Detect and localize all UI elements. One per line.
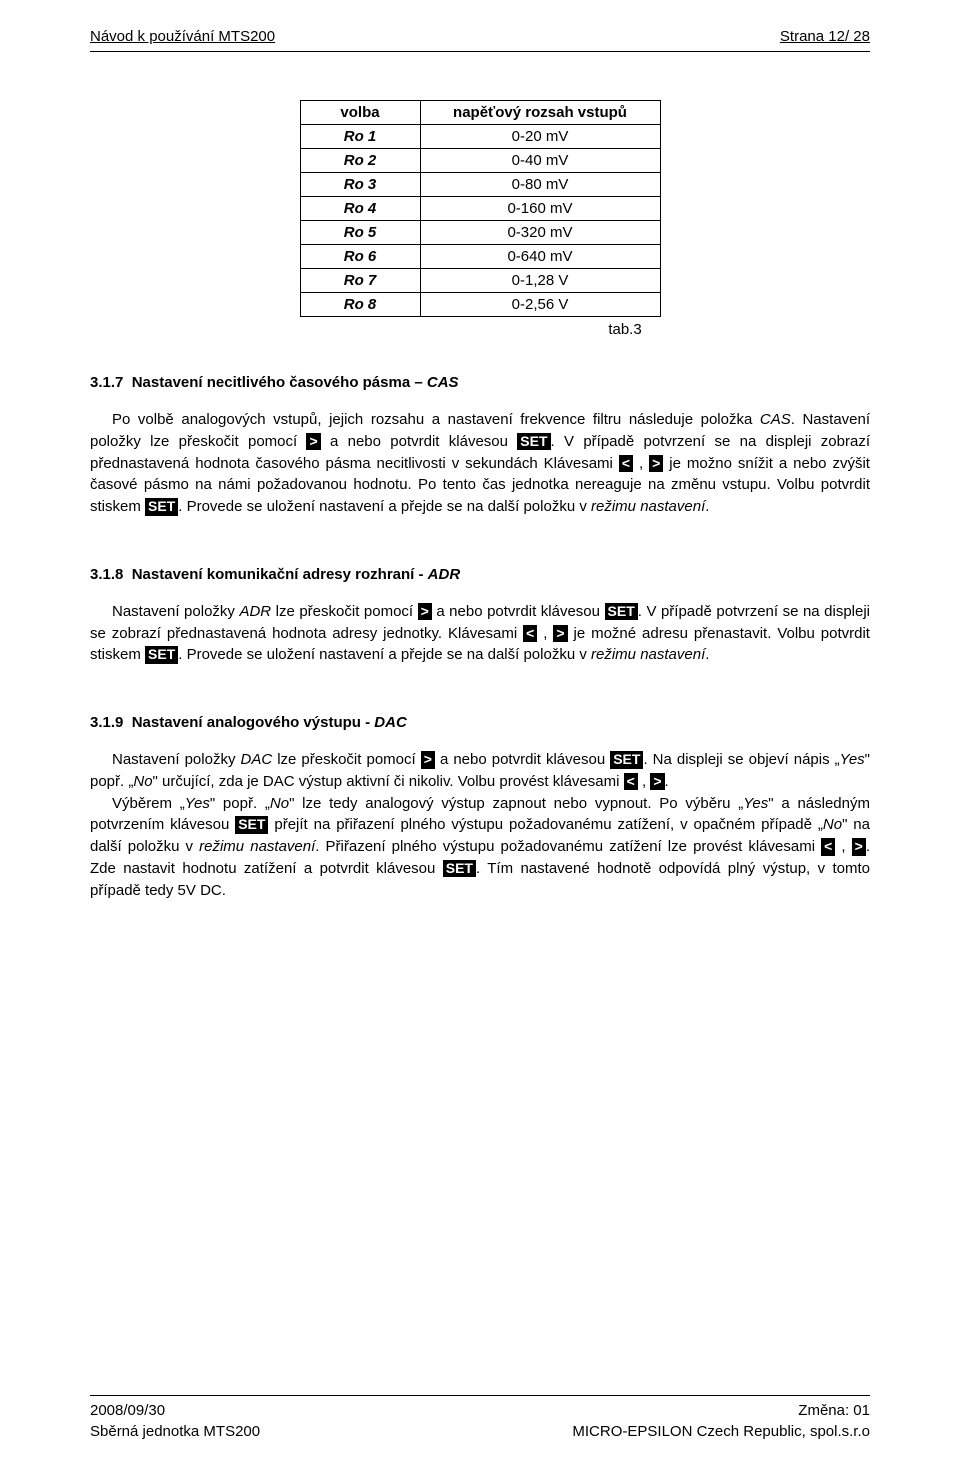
section-318-body: Nastavení položky ADR lze přeskočit pomo…	[90, 601, 870, 666]
table-row: Ro 80-2,56 V	[300, 293, 660, 317]
header-rule	[90, 51, 870, 52]
key-gt: >	[418, 603, 432, 621]
table-row: Ro 50-320 mV	[300, 221, 660, 245]
key-gt: >	[649, 455, 663, 473]
key-gt: >	[421, 751, 435, 769]
table-col2-header: napěťový rozsah vstupů	[420, 101, 660, 125]
table-row: Ro 60-640 mV	[300, 245, 660, 269]
table-cell-range: 0-20 mV	[420, 125, 660, 149]
footer-company: MICRO-EPSILON Czech Republic, spol.s.r.o	[572, 1421, 870, 1442]
key-lt: <	[821, 838, 835, 856]
page-footer: 2008/09/30 Změna: 01 Sběrná jednotka MTS…	[90, 1395, 870, 1442]
header-left: Návod k používání MTS200	[90, 28, 275, 45]
footer-change: Změna: 01	[798, 1400, 870, 1421]
table-row: Ro 10-20 mV	[300, 125, 660, 149]
key-set: SET	[605, 603, 638, 621]
key-set: SET	[610, 751, 643, 769]
footer-rule	[90, 1395, 870, 1396]
table-cell-range: 0-40 mV	[420, 149, 660, 173]
table-cell-option: Ro 2	[300, 149, 420, 173]
section-317-body: Po volbě analogových vstupů, jejich rozs…	[90, 409, 870, 518]
key-set: SET	[235, 816, 268, 834]
header-right: Strana 12/ 28	[780, 28, 870, 45]
table-cell-range: 0-2,56 V	[420, 293, 660, 317]
section-318-title: 3.1.8 Nastavení komunikační adresy rozhr…	[90, 566, 870, 583]
key-gt: >	[553, 625, 567, 643]
table-cell-range: 0-160 mV	[420, 197, 660, 221]
footer-product: Sběrná jednotka MTS200	[90, 1421, 260, 1442]
table-col1-header: volba	[300, 101, 420, 125]
key-set: SET	[145, 646, 178, 664]
key-gt: >	[650, 773, 664, 791]
key-set: SET	[443, 860, 476, 878]
table-caption: tab.3	[300, 321, 660, 338]
key-lt: <	[619, 455, 633, 473]
section-319-title: 3.1.9 Nastavení analogového výstupu - DA…	[90, 714, 870, 731]
key-lt: <	[624, 773, 638, 791]
key-gt: >	[852, 838, 866, 856]
table-row: Ro 20-40 mV	[300, 149, 660, 173]
key-lt: <	[523, 625, 537, 643]
section-317-title: 3.1.7 Nastavení necitlivého časového pás…	[90, 374, 870, 391]
table-cell-option: Ro 7	[300, 269, 420, 293]
table-row: Ro 30-80 mV	[300, 173, 660, 197]
table-cell-option: Ro 3	[300, 173, 420, 197]
page-header: Návod k používání MTS200 Strana 12/ 28	[90, 28, 870, 45]
footer-date: 2008/09/30	[90, 1400, 165, 1421]
table-cell-range: 0-1,28 V	[420, 269, 660, 293]
table-cell-range: 0-640 mV	[420, 245, 660, 269]
key-set: SET	[517, 433, 550, 451]
table-row: Ro 40-160 mV	[300, 197, 660, 221]
key-gt: >	[306, 433, 320, 451]
table-cell-range: 0-320 mV	[420, 221, 660, 245]
table-cell-option: Ro 4	[300, 197, 420, 221]
table-cell-option: Ro 1	[300, 125, 420, 149]
table-row: Ro 70-1,28 V	[300, 269, 660, 293]
table-cell-option: Ro 6	[300, 245, 420, 269]
table-cell-option: Ro 8	[300, 293, 420, 317]
voltage-range-table: volba napěťový rozsah vstupů Ro 10-20 mV…	[300, 100, 661, 317]
key-set: SET	[145, 498, 178, 516]
section-319-body: Nastavení položky DAC lze přeskočit pomo…	[90, 749, 870, 901]
table-cell-option: Ro 5	[300, 221, 420, 245]
table-cell-range: 0-80 mV	[420, 173, 660, 197]
